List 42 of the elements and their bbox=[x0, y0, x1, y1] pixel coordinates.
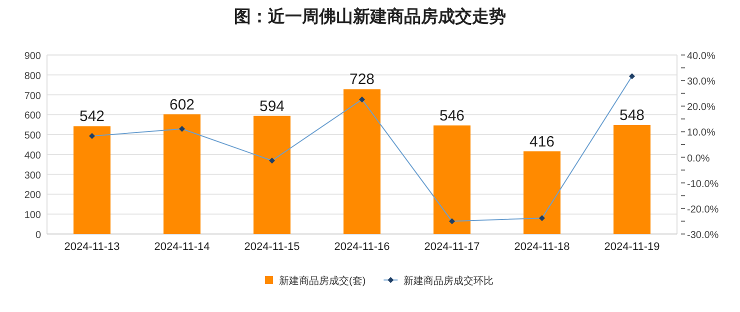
bar bbox=[164, 114, 200, 234]
y2-tick-label: -20.0% bbox=[687, 204, 719, 216]
data-label: 602 bbox=[169, 96, 195, 114]
bar bbox=[74, 126, 110, 234]
legend-label: 新建商品房成交(套) bbox=[279, 275, 366, 287]
x-tick-label: 2024-11-18 bbox=[514, 241, 570, 253]
x-tick-label: 2024-11-13 bbox=[64, 241, 120, 253]
y-tick-label: 600 bbox=[24, 110, 42, 122]
data-label: 728 bbox=[349, 71, 375, 88]
y2-tick-label: -10.0% bbox=[687, 178, 719, 190]
data-label: 542 bbox=[79, 108, 105, 126]
x-tick-label: 2024-11-19 bbox=[604, 241, 660, 253]
x-tick-label: 2024-11-14 bbox=[154, 241, 210, 253]
y-tick-label: 0 bbox=[35, 230, 42, 241]
y-tick-label: 200 bbox=[24, 190, 42, 202]
y2-tick-label: 0.0% bbox=[687, 153, 710, 164]
x-tick-label: 2024-11-17 bbox=[424, 241, 480, 253]
data-label: 416 bbox=[529, 133, 555, 150]
data-label: 548 bbox=[619, 107, 645, 124]
y2-tick-label: 40.0% bbox=[687, 51, 716, 62]
y-tick-label: 800 bbox=[24, 70, 42, 82]
y-tick-label: 700 bbox=[24, 90, 42, 102]
y2-tick-label: 20.0% bbox=[687, 102, 716, 114]
x-tick-label: 2024-11-16 bbox=[334, 241, 390, 253]
data-label: 546 bbox=[439, 107, 465, 124]
bar bbox=[254, 116, 290, 234]
y-tick-label: 300 bbox=[24, 170, 42, 182]
y-tick-label: 100 bbox=[24, 210, 42, 222]
y2-tick-label: -30.0% bbox=[687, 230, 719, 241]
x-tick-label: 2024-11-15 bbox=[244, 241, 300, 253]
y2-tick-label: 30.0% bbox=[687, 76, 716, 88]
y-tick-label: 900 bbox=[24, 51, 42, 62]
bar bbox=[344, 89, 380, 234]
bar bbox=[434, 125, 470, 234]
chart-title: 图：近一周佛山新建商品房成交走势 bbox=[234, 7, 506, 26]
data-label: 594 bbox=[259, 98, 285, 115]
y-tick-label: 400 bbox=[24, 150, 42, 162]
y2-tick-label: 10.0% bbox=[687, 128, 716, 139]
bar bbox=[614, 125, 650, 234]
y-tick-label: 500 bbox=[24, 130, 42, 142]
bar bbox=[524, 151, 560, 234]
legend-label: 新建商品房成交环比 bbox=[404, 275, 494, 287]
